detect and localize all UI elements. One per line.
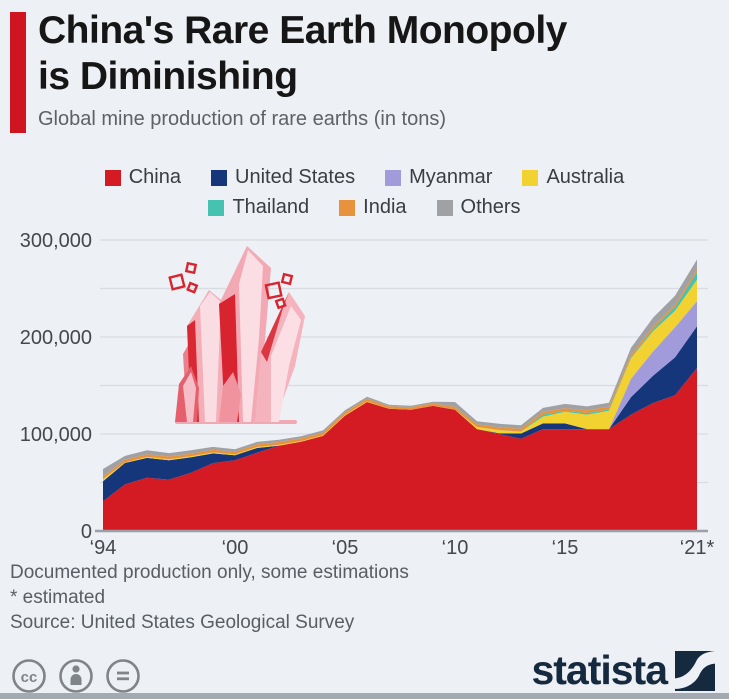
title-accent-bar [10,12,26,133]
page-title: China's Rare Earth Monopoly is Diminishi… [38,8,718,100]
title-line1: China's Rare Earth Monopoly [38,9,567,52]
footnote-1: Documented production only, some estimat… [10,562,409,583]
legend-swatch [339,199,356,216]
legend-swatch [104,169,121,186]
cc-icon[interactable]: cc [10,657,48,695]
legend-row: Thailand India Others [0,196,729,219]
legend-label: Australia [546,166,625,188]
x-tick-label: ‘21* [680,537,715,559]
legend-item-myanmar: Myanmar [385,166,492,189]
y-tick-label: 100,000 [20,424,92,446]
legend-label: Others [460,196,521,218]
x-tick-label: ‘05 [332,537,359,559]
statista-logo[interactable]: statista [531,650,715,691]
legend-item-others: Others [436,196,521,219]
legend-item-australia: Australia [522,166,624,189]
legend-item-india: India [339,196,407,219]
legend-label: Thailand [232,196,310,218]
area-series-others [103,259,697,477]
statista-logo-mark [675,650,715,691]
x-axis-labels: ‘94 ‘00 ‘05 ‘10 ‘15 ‘21* [90,537,715,559]
legend-item-thailand: Thailand [208,196,309,219]
area-series [103,259,697,531]
legend-label: United States [235,166,356,188]
legend-label: Myanmar [409,166,493,188]
footnotes: Documented production only, some estimat… [10,560,409,610]
x-tick-label: ‘15 [552,537,579,559]
stacked-area-chart: 0 100,000 200,000 300,000 ‘94 ‘00 ‘05 ‘10 ‘15 ‘2… [20,230,715,559]
legend-row: China United States Myanmar Australia [0,166,729,189]
legend-item-united-states: United States [211,166,355,189]
y-axis-labels: 0 100,000 200,000 300,000 [20,230,92,543]
footnote-2: * estimated [10,587,106,608]
legend-item-china: China [104,166,181,189]
chart-subtitle: Global mine production of rare earths (i… [38,108,446,130]
y-tick-label: 300,000 [20,230,92,252]
no-derivatives-icon[interactable] [104,657,142,695]
x-tick-label: ‘00 [222,537,249,559]
legend-label: India [363,196,407,218]
x-tick-label: ‘94 [90,537,117,559]
chart-legend: China United States Myanmar Australia Thaila… [0,166,729,226]
statista-logo-text: statista [531,647,668,693]
y-tick-label: 200,000 [20,327,92,349]
sparkle-icons [168,261,294,310]
x-tick-label: ‘10 [442,537,469,559]
legend-swatch [385,169,402,186]
legend-label: China [128,166,181,188]
area-series-india [103,269,697,480]
legend-swatch [211,169,227,186]
svg-text:cc: cc [21,669,38,686]
title-line2: is Diminishing [38,55,298,99]
bottom-strip [0,693,729,699]
area-series-china [103,368,697,531]
crystal-illustration [168,246,305,424]
y-tick-label: 0 [81,521,92,543]
legend-swatch [522,169,539,186]
legend-swatch [208,199,225,216]
cc-license-badges[interactable]: cc [10,657,142,695]
attribution-icon[interactable] [57,657,95,695]
source-line: Source: United States Geological Survey [10,612,355,633]
legend-swatch [436,199,453,216]
